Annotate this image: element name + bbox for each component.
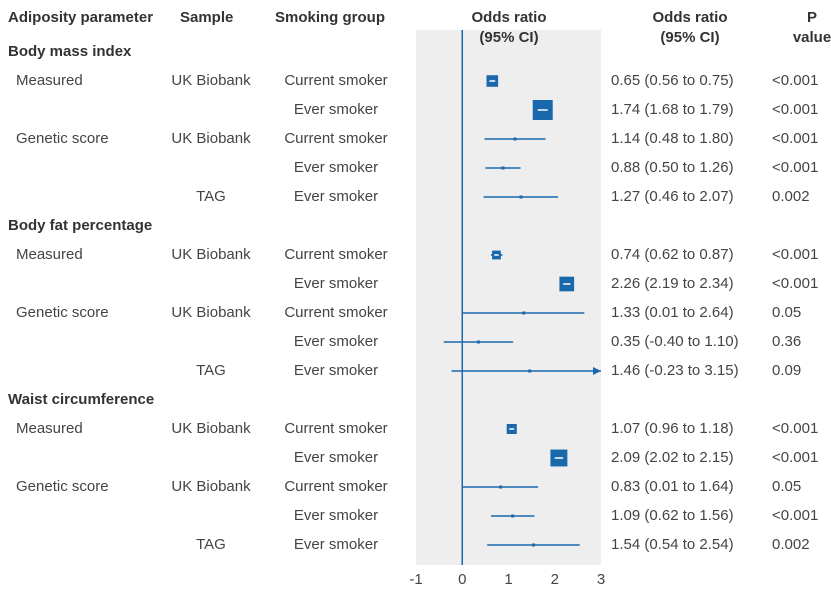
odds-ratio-label: 0.83 (0.01 to 1.64) <box>611 478 734 495</box>
p-value: <0.001 <box>772 420 818 437</box>
column-header: (95% CI) <box>660 29 719 46</box>
odds-ratio-box <box>511 514 515 518</box>
column-header: (95% CI) <box>479 29 538 46</box>
smoking-group: Ever smoker <box>294 362 378 379</box>
odds-ratio-label: 1.46 (-0.23 to 3.15) <box>611 362 739 379</box>
plot-background <box>416 30 601 565</box>
sample: TAG <box>196 188 226 205</box>
smoking-group: Current smoker <box>284 130 387 147</box>
smoking-group: Current smoker <box>284 72 387 89</box>
odds-ratio-label: 0.35 (-0.40 to 1.10) <box>611 333 739 350</box>
p-value: <0.001 <box>772 159 818 176</box>
odds-ratio-box <box>513 137 517 141</box>
odds-ratio-label: 0.65 (0.56 to 0.75) <box>611 72 734 89</box>
odds-ratio-label: 2.26 (2.19 to 2.34) <box>611 275 734 292</box>
sample: TAG <box>196 536 226 553</box>
column-header: Sample <box>180 9 233 26</box>
odds-ratio-label: 1.54 (0.54 to 2.54) <box>611 536 734 553</box>
smoking-group: Current smoker <box>284 420 387 437</box>
x-tick-label: 2 <box>551 571 559 588</box>
smoking-group: Ever smoker <box>294 275 378 292</box>
odds-ratio-label: 0.74 (0.62 to 0.87) <box>611 246 734 263</box>
parameter: Genetic score <box>16 304 109 321</box>
sample: UK Biobank <box>171 478 251 495</box>
sample: UK Biobank <box>171 420 251 437</box>
smoking-group: Current smoker <box>284 246 387 263</box>
section-title: Body fat percentage <box>8 217 152 234</box>
odds-ratio-label: 1.14 (0.48 to 1.80) <box>611 130 734 147</box>
smoking-group: Ever smoker <box>294 507 378 524</box>
p-value: <0.001 <box>772 275 818 292</box>
parameter: Measured <box>16 246 83 263</box>
sample: UK Biobank <box>171 246 251 263</box>
odds-ratio-box <box>519 195 523 199</box>
smoking-group: Ever smoker <box>294 159 378 176</box>
x-tick-label: 1 <box>504 571 512 588</box>
column-header: Smoking group <box>275 9 385 26</box>
parameter: Genetic score <box>16 478 109 495</box>
odds-ratio-label: 1.74 (1.68 to 1.79) <box>611 101 734 118</box>
smoking-group: Ever smoker <box>294 536 378 553</box>
odds-ratio-box <box>528 369 532 373</box>
x-tick-label: 3 <box>597 571 605 588</box>
odds-ratio-label: 1.07 (0.96 to 1.18) <box>611 420 734 437</box>
sample: UK Biobank <box>171 304 251 321</box>
sample: TAG <box>196 362 226 379</box>
column-header: Odds ratio <box>471 9 546 26</box>
smoking-group: Ever smoker <box>294 449 378 466</box>
x-tick-label: -1 <box>409 571 422 588</box>
p-value: 0.05 <box>772 304 801 321</box>
column-header: Adiposity parameter <box>8 9 153 26</box>
smoking-group: Current smoker <box>284 478 387 495</box>
parameter: Measured <box>16 72 83 89</box>
column-header: P <box>807 9 817 26</box>
smoking-group: Current smoker <box>284 304 387 321</box>
p-value: <0.001 <box>772 449 818 466</box>
p-value: 0.05 <box>772 478 801 495</box>
x-tick-label: 0 <box>458 571 466 588</box>
parameter: Genetic score <box>16 130 109 147</box>
sample: UK Biobank <box>171 130 251 147</box>
sample: UK Biobank <box>171 72 251 89</box>
odds-ratio-label: 0.88 (0.50 to 1.26) <box>611 159 734 176</box>
odds-ratio-label: 1.09 (0.62 to 1.56) <box>611 507 734 524</box>
odds-ratio-box <box>499 485 503 489</box>
p-value: <0.001 <box>772 507 818 524</box>
smoking-group: Ever smoker <box>294 333 378 350</box>
odds-ratio-label: 1.33 (0.01 to 2.64) <box>611 304 734 321</box>
odds-ratio-label: 1.27 (0.46 to 2.07) <box>611 188 734 205</box>
column-header: Odds ratio <box>652 9 727 26</box>
p-value: 0.36 <box>772 333 801 350</box>
odds-ratio-box <box>522 311 526 315</box>
odds-ratio-box <box>501 166 505 170</box>
column-header: value <box>793 29 831 46</box>
p-value: <0.001 <box>772 246 818 263</box>
smoking-group: Ever smoker <box>294 188 378 205</box>
section-title: Waist circumference <box>8 391 154 408</box>
p-value: 0.002 <box>772 188 810 205</box>
odds-ratio-box <box>531 543 535 547</box>
parameter: Measured <box>16 420 83 437</box>
smoking-group: Ever smoker <box>294 101 378 118</box>
odds-ratio-label: 2.09 (2.02 to 2.15) <box>611 449 734 466</box>
p-value: <0.001 <box>772 72 818 89</box>
p-value: 0.002 <box>772 536 810 553</box>
section-title: Body mass index <box>8 43 132 60</box>
p-value: <0.001 <box>772 130 818 147</box>
ci-arrow <box>593 367 601 375</box>
p-value: 0.09 <box>772 362 801 379</box>
odds-ratio-box <box>476 340 480 344</box>
p-value: <0.001 <box>772 101 818 118</box>
